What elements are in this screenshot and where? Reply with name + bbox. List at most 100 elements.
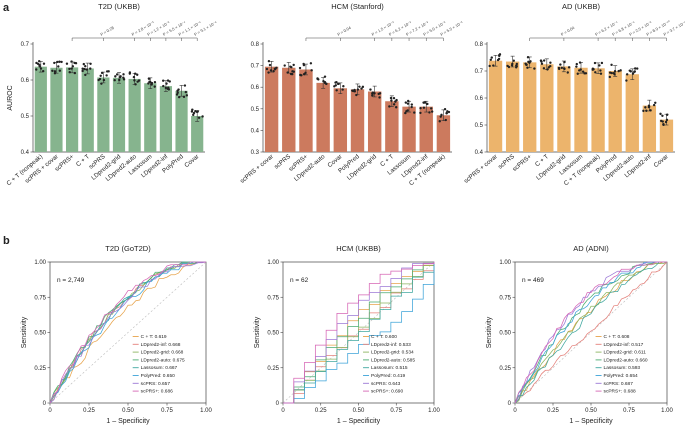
x-tick-label: 0.25 <box>315 408 327 414</box>
legend-label: C + T: 0.608 <box>604 334 630 340</box>
bar <box>419 106 433 152</box>
data-point <box>342 85 345 88</box>
bar <box>436 115 451 152</box>
bar <box>191 116 204 152</box>
y-tick-label: 0.7 <box>475 69 484 75</box>
y-tick-label: 0.50 <box>267 331 279 337</box>
data-point <box>185 94 189 97</box>
data-point <box>81 69 84 73</box>
data-point <box>644 106 647 109</box>
data-point <box>265 67 269 71</box>
data-point <box>190 110 194 113</box>
data-point <box>195 110 199 114</box>
data-point <box>659 119 663 123</box>
data-point <box>625 73 629 76</box>
data-point <box>290 65 293 69</box>
data-point <box>652 103 656 107</box>
chart-title: AD (UKBB) <box>562 2 600 11</box>
data-point <box>38 65 41 68</box>
data-point <box>378 96 381 99</box>
y-tick-label: 0 <box>43 401 47 407</box>
data-point <box>132 75 136 79</box>
roc-curve <box>514 261 667 404</box>
data-point <box>97 78 100 82</box>
data-point <box>388 105 391 108</box>
data-point <box>439 115 442 118</box>
roc-curve <box>514 261 667 404</box>
data-point <box>73 71 77 75</box>
data-point <box>136 73 139 76</box>
data-point <box>84 64 87 68</box>
data-point <box>147 82 150 85</box>
data-point <box>642 109 645 113</box>
bar <box>557 66 571 152</box>
y-axis-label: AUROC <box>7 85 14 110</box>
data-point <box>147 77 151 80</box>
sample-size-label: n = 2,749 <box>57 277 85 284</box>
data-point <box>192 111 196 115</box>
data-point <box>529 60 532 63</box>
data-point <box>68 71 71 74</box>
data-point <box>268 63 272 67</box>
data-point <box>267 59 271 63</box>
category-label: scPRS + covar <box>463 153 499 185</box>
data-point <box>167 86 170 89</box>
y-tick-label: 0.5 <box>21 114 30 120</box>
data-point <box>631 72 635 75</box>
bar <box>112 77 126 152</box>
data-point <box>56 60 59 64</box>
x-axis-label: 1 – Specificity <box>569 418 613 425</box>
data-point <box>575 65 578 68</box>
data-point <box>82 62 86 66</box>
bar <box>282 67 296 152</box>
data-point <box>419 106 422 110</box>
data-point <box>73 61 76 65</box>
bar <box>264 66 279 152</box>
chart-title: HCM (UKBB) <box>336 244 381 253</box>
data-point <box>612 72 615 75</box>
bar <box>175 90 188 152</box>
x-tick-label: 0.50 <box>122 408 134 414</box>
data-point <box>122 73 125 76</box>
data-point <box>351 89 355 93</box>
data-point <box>58 69 62 72</box>
data-point <box>410 103 414 106</box>
data-point <box>176 89 179 93</box>
data-point <box>629 70 632 73</box>
y-tick-label: 0.25 <box>34 366 46 372</box>
data-point <box>105 74 108 77</box>
data-point <box>162 84 165 88</box>
data-point <box>625 79 628 82</box>
roc-curve <box>283 262 435 404</box>
p-value-label: P = 0.28 <box>99 25 115 37</box>
data-point <box>128 72 132 75</box>
y-tick-label: 0.7 <box>21 42 30 48</box>
data-point <box>649 109 652 112</box>
data-point <box>164 86 168 90</box>
data-point <box>659 112 662 116</box>
data-point <box>394 106 398 109</box>
legend-label: LDpred2-inf: 0.517 <box>604 342 644 348</box>
data-point <box>42 62 46 65</box>
data-point <box>542 67 546 70</box>
roc-curve <box>283 262 435 404</box>
data-point <box>334 84 338 87</box>
bar <box>642 105 657 152</box>
legend-label: LDpred2-grid: 0.534 <box>371 350 414 356</box>
data-point <box>192 113 195 117</box>
bar-chart-1: HCM (Stanford) 0.3 0.4 0.5 0.6 0.7 0.8 scPRS + … <box>239 2 464 187</box>
data-point <box>506 64 509 68</box>
data-point <box>583 72 586 75</box>
x-tick-label: 0.50 <box>585 408 597 414</box>
data-point <box>299 73 302 77</box>
y-tick-label: 0.4 <box>251 128 260 134</box>
bar <box>505 61 520 152</box>
bar <box>385 101 399 152</box>
data-point <box>443 107 447 111</box>
data-point <box>201 115 204 118</box>
data-point <box>594 71 597 74</box>
data-point <box>406 99 410 103</box>
chance-line <box>282 261 435 404</box>
